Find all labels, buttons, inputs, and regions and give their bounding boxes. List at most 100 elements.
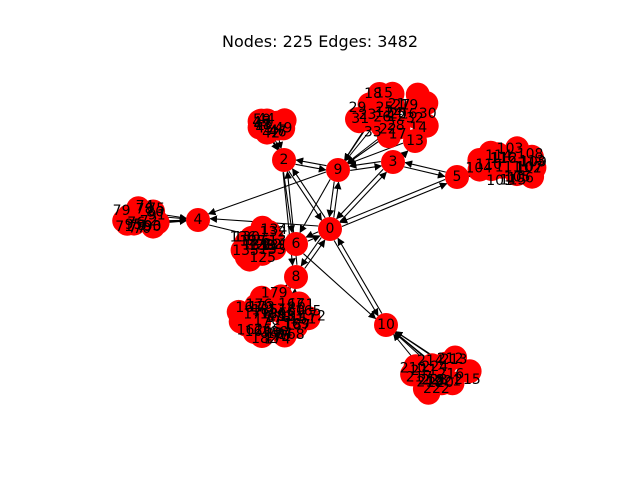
edge-8-0 bbox=[304, 239, 326, 269]
node-label: 219 bbox=[416, 375, 443, 391]
node-label: 106 bbox=[507, 170, 534, 186]
cluster-node bbox=[520, 164, 545, 189]
hub-node-4: 4 bbox=[186, 208, 210, 232]
cluster-6: 1251271301311291281261331351371391341321… bbox=[230, 215, 295, 272]
hub-node-label: 5 bbox=[453, 169, 462, 185]
node-label: 74 bbox=[136, 199, 154, 215]
cluster-node bbox=[264, 297, 289, 322]
edge-0-10 bbox=[333, 240, 379, 317]
node-label: 165 bbox=[295, 304, 322, 320]
node-label: 138 bbox=[261, 238, 288, 254]
node-label: 71 bbox=[115, 219, 133, 235]
node-label: 26 bbox=[373, 110, 391, 126]
edge-0-3 bbox=[339, 171, 387, 223]
node-label: 164 bbox=[245, 324, 272, 340]
node-label: 220 bbox=[427, 375, 454, 391]
node-label: 223 bbox=[421, 373, 448, 389]
node-label: 20 bbox=[389, 107, 407, 123]
node-label: 211 bbox=[411, 363, 438, 379]
hub-node-label: 8 bbox=[292, 269, 301, 285]
node-label: 24 bbox=[385, 106, 403, 122]
node-label: 109 bbox=[520, 155, 547, 171]
node-label: 17 bbox=[389, 127, 407, 143]
node-label: 47 bbox=[269, 123, 287, 139]
node-label: 180 bbox=[260, 306, 287, 322]
cluster-edges-layer bbox=[142, 110, 513, 376]
hub-node-label: 3 bbox=[389, 154, 398, 170]
node-label: 79 bbox=[113, 203, 131, 219]
edge-9-4 bbox=[207, 171, 327, 216]
edge-9-6 bbox=[299, 179, 331, 234]
node-label: 181 bbox=[278, 309, 305, 325]
hub-node-3: 3 bbox=[381, 150, 405, 174]
hub-node-9: 9 bbox=[326, 158, 350, 182]
node-label: 132 bbox=[260, 224, 287, 240]
node-label: 32 bbox=[406, 111, 424, 127]
cluster-node bbox=[126, 196, 151, 221]
edge-2-6 bbox=[282, 172, 295, 234]
node-label: 80 bbox=[146, 205, 164, 221]
hub-node-circle bbox=[403, 129, 427, 153]
node-label: 105 bbox=[504, 169, 531, 185]
edge-9-3 bbox=[350, 163, 383, 171]
node-label: 171 bbox=[243, 307, 270, 323]
edge-3-5 bbox=[404, 166, 446, 179]
node-label: 125 bbox=[249, 250, 276, 266]
node-label: 44 bbox=[257, 111, 275, 127]
node-label: 182 bbox=[251, 331, 278, 347]
hub-node-circle bbox=[445, 165, 469, 189]
node-label: 162 bbox=[237, 322, 264, 338]
hub-node-label: 9 bbox=[334, 162, 343, 178]
node-label: 136 bbox=[230, 230, 257, 246]
node-label: 77 bbox=[128, 221, 146, 237]
node-label: 175 bbox=[264, 328, 291, 344]
node-label: 135 bbox=[232, 243, 259, 259]
hub-node-label: 2 bbox=[280, 152, 289, 168]
node-label: 93 bbox=[144, 219, 162, 235]
node-label: 42 bbox=[262, 125, 280, 141]
hub-node-label: 4 bbox=[194, 212, 203, 228]
node-label: 49 bbox=[275, 121, 293, 137]
node-label: 224 bbox=[421, 359, 448, 375]
node-label: 50 bbox=[253, 112, 271, 128]
node-label: 185 bbox=[252, 303, 279, 319]
node-label: 27 bbox=[392, 97, 410, 113]
node-label: 28 bbox=[387, 118, 405, 134]
node-label: 134 bbox=[261, 222, 288, 238]
cluster-node bbox=[357, 92, 382, 117]
edge-2-9 bbox=[295, 163, 327, 173]
node-label: 73 bbox=[129, 218, 147, 234]
hub-node-10: 10 bbox=[374, 313, 398, 337]
edge-5-3 bbox=[404, 160, 446, 173]
hub-node-circle bbox=[374, 313, 398, 337]
node-label: 210 bbox=[400, 361, 427, 377]
node-label: 126 bbox=[244, 233, 271, 249]
node-label: 133 bbox=[259, 242, 286, 258]
node-label: 11 bbox=[375, 105, 393, 121]
cluster-node bbox=[247, 115, 272, 140]
node-label: 107 bbox=[516, 160, 543, 176]
cluster-node bbox=[296, 306, 321, 331]
node-label: 31 bbox=[351, 111, 369, 127]
hub-node-13: 13 bbox=[403, 129, 427, 153]
node-label: 139 bbox=[249, 238, 276, 254]
hub-node-0: 0 bbox=[318, 217, 342, 241]
hub-node-circle bbox=[318, 217, 342, 241]
node-label: 22 bbox=[379, 122, 397, 138]
node-label: 78 bbox=[136, 202, 154, 218]
node-label: 114 bbox=[485, 148, 512, 164]
edge-9-2 bbox=[295, 157, 327, 167]
node-label: 102 bbox=[515, 161, 542, 177]
node-label: 214 bbox=[417, 353, 444, 369]
node-label: 76 bbox=[127, 215, 145, 231]
cluster-node bbox=[376, 124, 401, 149]
node-label: 163 bbox=[235, 300, 262, 316]
node-label: 179 bbox=[261, 286, 288, 302]
edges-layer bbox=[207, 142, 448, 320]
node-label: 111 bbox=[495, 159, 522, 175]
